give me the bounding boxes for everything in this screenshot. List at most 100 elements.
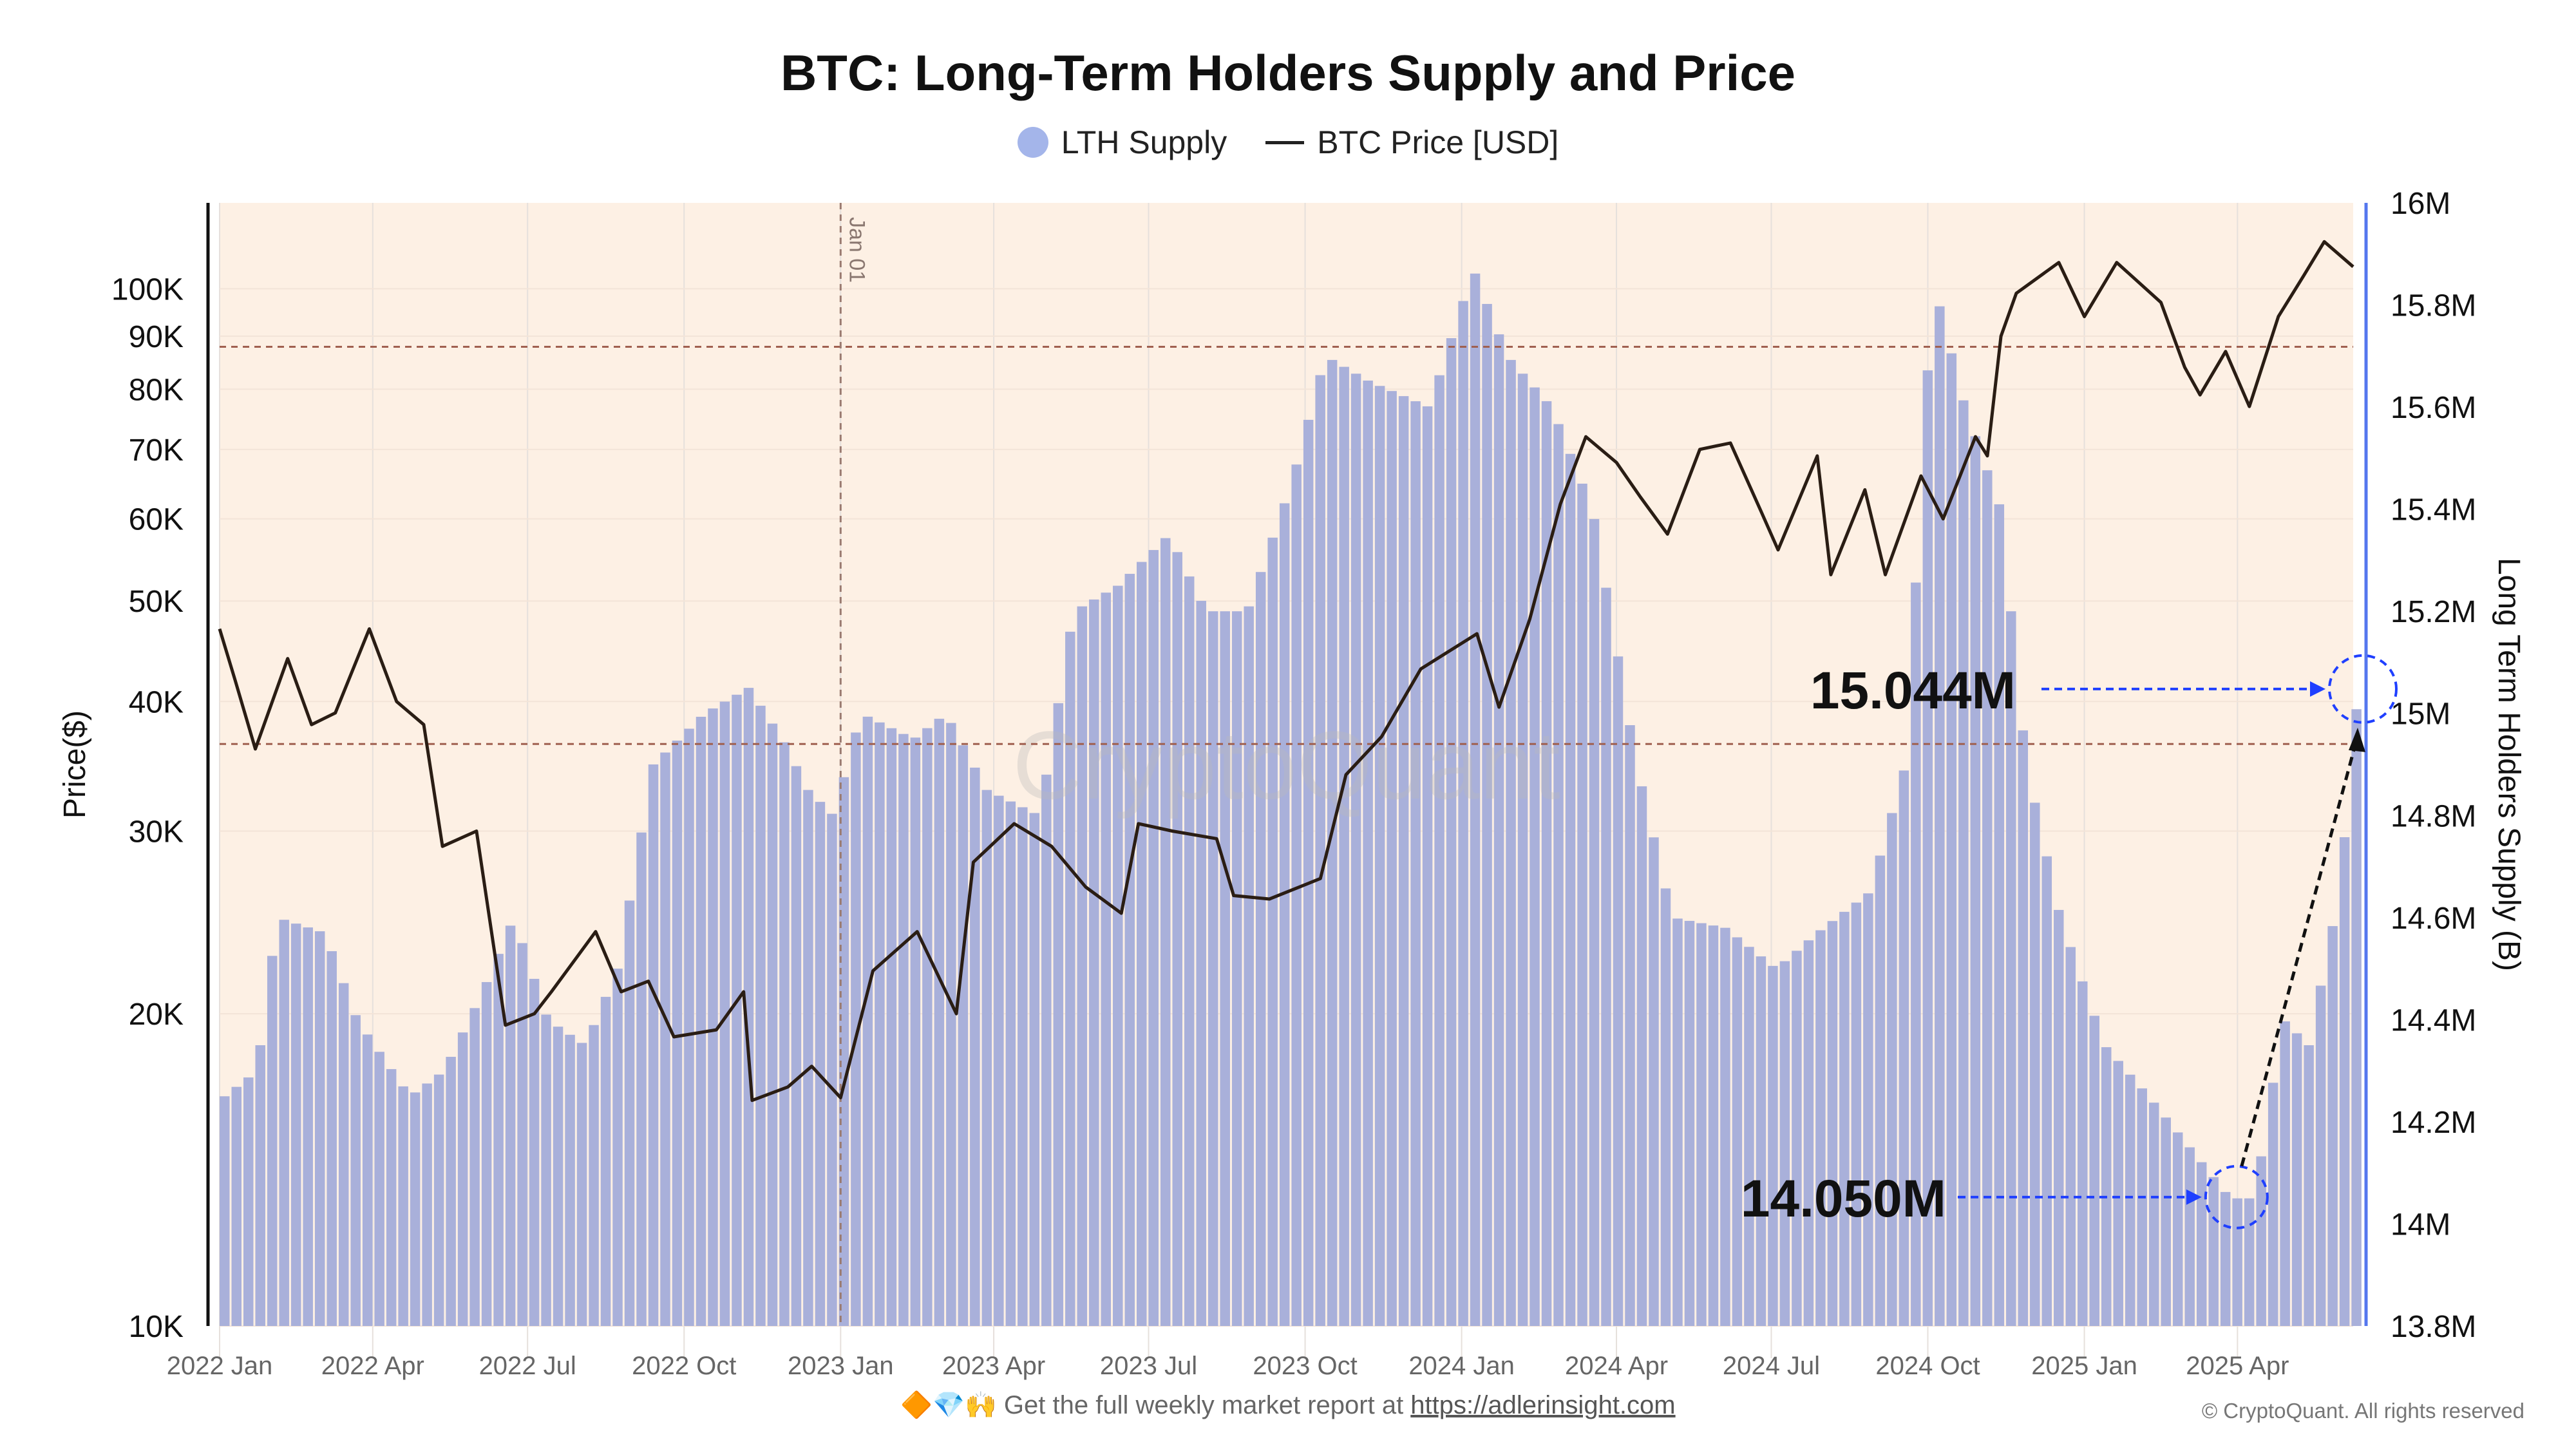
lth-supply-bar bbox=[1113, 585, 1123, 1327]
lth-supply-bar bbox=[1291, 464, 1302, 1326]
footer: 🔶💎🙌 Get the full weekly market report at… bbox=[0, 1390, 2576, 1420]
lth-supply-bar bbox=[684, 728, 694, 1326]
lth-supply-bar bbox=[2351, 709, 2362, 1326]
lth-supply-bar bbox=[410, 1092, 421, 1326]
lth-supply-bar bbox=[220, 1096, 230, 1326]
lth-supply-bar bbox=[1101, 592, 1112, 1326]
lth-supply-bar bbox=[1958, 400, 1969, 1326]
annotation-circle-low bbox=[2204, 1164, 2269, 1229]
lth-supply-bar bbox=[2256, 1156, 2266, 1326]
lth-supply-bar bbox=[2184, 1147, 2195, 1326]
x-tick-label: 2022 Oct bbox=[632, 1352, 736, 1380]
lth-supply-bar bbox=[648, 764, 659, 1326]
lth-supply-bar bbox=[755, 705, 766, 1326]
lth-supply-bar bbox=[981, 790, 992, 1326]
lth-supply-bar bbox=[1827, 921, 1838, 1326]
lth-supply-bar bbox=[2113, 1061, 2123, 1326]
lth-supply-bar bbox=[827, 813, 837, 1326]
x-tick-label: 2025 Jan bbox=[2031, 1352, 2137, 1380]
lth-supply-bar bbox=[1398, 396, 1409, 1326]
legend: LTH Supply BTC Price [USD] bbox=[0, 124, 2576, 161]
lth-supply-bar bbox=[1065, 631, 1075, 1327]
right-tick-label: 16M bbox=[2391, 187, 2450, 221]
lth-supply-bar bbox=[2208, 1177, 2219, 1326]
lth-supply-bar bbox=[2315, 985, 2326, 1326]
lth-supply-bar bbox=[624, 900, 635, 1326]
annotation-arrowhead-low bbox=[2186, 1189, 2202, 1205]
lth-supply-bar bbox=[1303, 419, 1314, 1326]
right-tick-label: 15.4M bbox=[2391, 493, 2476, 527]
lth-supply-bar bbox=[517, 943, 527, 1326]
lth-supply-bar bbox=[2065, 947, 2076, 1326]
legend-price-label[interactable]: BTC Price [USD] bbox=[1317, 124, 1559, 160]
lth-supply-bar bbox=[672, 741, 683, 1326]
lth-supply-bar bbox=[1124, 574, 1135, 1326]
lth-supply-bar bbox=[2268, 1083, 2278, 1326]
lth-supply-bar bbox=[767, 723, 778, 1326]
lth-supply-bar bbox=[1231, 611, 1242, 1326]
lth-supply-bar bbox=[1589, 518, 1600, 1326]
lth-supply-bar bbox=[1315, 375, 1325, 1327]
lth-supply-bar bbox=[374, 1052, 384, 1326]
lth-supply-bar bbox=[446, 1057, 456, 1326]
lth-supply-bar bbox=[1792, 951, 1802, 1326]
lth-supply-bar bbox=[1530, 387, 1540, 1327]
left-tick-label: 70K bbox=[129, 433, 184, 468]
lth-supply-bar bbox=[2006, 611, 2016, 1326]
lth-supply-bar bbox=[862, 716, 873, 1326]
lth-supply-bar bbox=[267, 956, 278, 1326]
lth-supply-bar bbox=[2041, 856, 2052, 1326]
lth-supply-bar bbox=[719, 701, 730, 1326]
lth-supply-bar bbox=[1244, 606, 1254, 1326]
copyright: © CryptoQuant. All rights reserved bbox=[2201, 1399, 2524, 1423]
annotation-circle-high bbox=[2328, 654, 2398, 724]
lth-supply-bar bbox=[1005, 801, 1016, 1326]
lth-supply-bar bbox=[1708, 925, 1719, 1326]
lth-supply-bar bbox=[1148, 550, 1159, 1326]
lth-supply-bar bbox=[338, 983, 349, 1326]
footer-link[interactable]: https://adlerinsight.com bbox=[1410, 1391, 1676, 1419]
lth-supply-bar bbox=[1184, 576, 1195, 1326]
legend-lth-label[interactable]: LTH Supply bbox=[1061, 124, 1227, 160]
lth-supply-bar bbox=[1994, 504, 2005, 1326]
lth-supply-bar bbox=[303, 927, 313, 1326]
lth-supply-bar bbox=[1732, 937, 1743, 1326]
lth-supply-bar bbox=[529, 978, 540, 1326]
lth-supply-bar bbox=[994, 795, 1004, 1326]
lth-supply-bar bbox=[946, 723, 956, 1326]
legend-lth-swatch bbox=[1017, 127, 1048, 158]
lth-supply-bar bbox=[279, 920, 289, 1326]
lth-supply-bar bbox=[1267, 537, 1278, 1326]
lth-supply-bar bbox=[851, 732, 861, 1326]
lth-supply-bar bbox=[696, 717, 706, 1326]
lth-supply-bar bbox=[1350, 374, 1361, 1326]
lth-supply-bar bbox=[660, 752, 670, 1326]
lth-supply-bar bbox=[2280, 1021, 2290, 1326]
lth-supply-bar bbox=[553, 1027, 564, 1326]
lth-supply-bar bbox=[1899, 770, 1909, 1326]
lth-supply-bar bbox=[1506, 359, 1516, 1327]
x-tick-label: 2024 Jul bbox=[1723, 1352, 1820, 1380]
lth-supply-bar bbox=[898, 734, 909, 1326]
x-tick-label: 2022 Apr bbox=[321, 1352, 424, 1380]
btc-price-line bbox=[218, 240, 2354, 1103]
lth-supply-bar bbox=[910, 737, 921, 1326]
right-tick-label: 15.2M bbox=[2391, 595, 2476, 629]
lth-supply-bar bbox=[1493, 334, 1504, 1327]
lth-supply-bar bbox=[2244, 1198, 2255, 1326]
x-tick-label: 2022 Jan bbox=[167, 1352, 273, 1380]
lth-supply-bar bbox=[1446, 338, 1457, 1326]
lth-supply-bar bbox=[2125, 1074, 2136, 1326]
watermark: CryptoQuant bbox=[1012, 711, 1560, 819]
lth-supply-bar bbox=[2089, 1016, 2099, 1326]
lth-supply-bar bbox=[2018, 730, 2029, 1326]
lth-supply-bar bbox=[1803, 940, 1814, 1326]
lth-supply-bar bbox=[2101, 1047, 2112, 1326]
lth-supply-bar bbox=[743, 688, 754, 1326]
lth-supply-bar bbox=[732, 694, 742, 1326]
lth-supply-bar bbox=[1636, 786, 1647, 1326]
x-tick-label: 2023 Jul bbox=[1100, 1352, 1197, 1380]
lth-supply-bar bbox=[1458, 301, 1468, 1327]
annotation-label-high: 15.044M bbox=[1810, 661, 2016, 720]
lth-supply-bar bbox=[1601, 587, 1611, 1326]
